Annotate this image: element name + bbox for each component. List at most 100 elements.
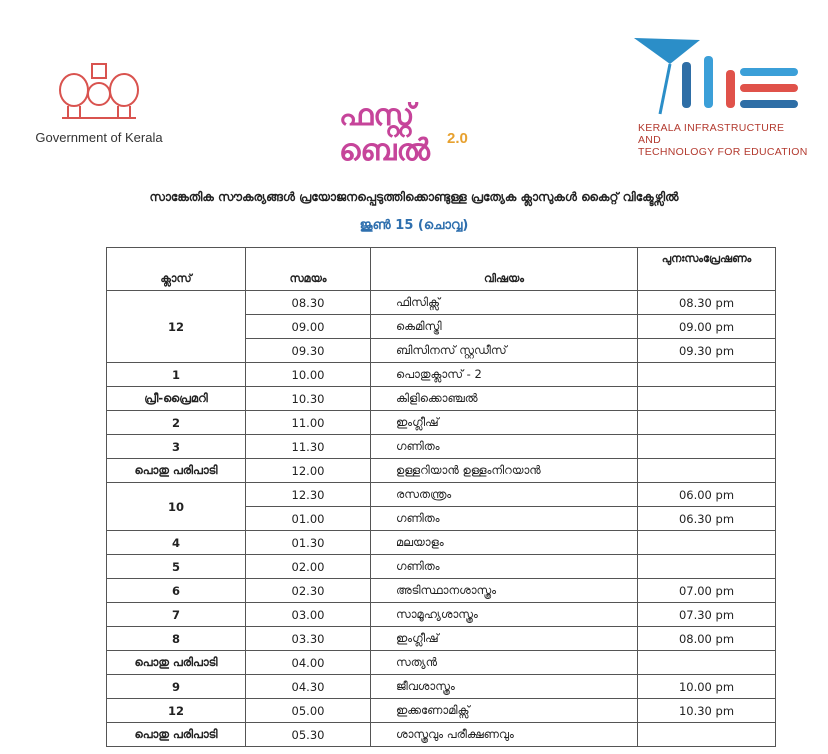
schedule-table: ക്ലാസ് സമയം വിഷയം പുനഃസംപ്രേഷണം 12 08.30 ഫ… [106, 247, 776, 747]
kite-icon [634, 38, 798, 115]
header-subject: വിഷയം [370, 247, 638, 291]
cell-time: 03.30 [245, 626, 371, 651]
table-row: 4 01.30 മലയാളം [106, 530, 776, 555]
table-row: 12 05.00 ഇക്കണോമിക്സ് 10.30 pm [106, 698, 776, 723]
table-row: പൊതു പരിപാടി 12.00 ഉള്ളറിയാൻ ഉള്ളംനിറയാൻ [106, 458, 776, 483]
cell-class: 6 [106, 578, 246, 603]
table-row: 01.00 ഗണിതം 06.30 pm [107, 506, 776, 531]
cell-rebroadcast [637, 362, 776, 387]
kite-line-2: TECHNOLOGY FOR EDUCATION [638, 146, 808, 158]
cell-class: 5 [106, 554, 246, 579]
cell-subject: ഗണിതം [370, 554, 638, 579]
cell-class: പൊതു പരിപാടി [106, 650, 246, 675]
cell-rebroadcast [637, 650, 776, 675]
cell-time: 10.30 [245, 386, 371, 411]
cell-subject: ഇംഗ്ലീഷ് [370, 410, 638, 435]
cell-rebroadcast: 09.30 pm [637, 338, 776, 363]
cell-subject: ജീവശാസ്ത്രം [370, 674, 638, 699]
cell-rebroadcast [637, 434, 776, 459]
kite-line-1: KERALA INFRASTRUCTURE AND [638, 122, 785, 146]
document-date: ജൂൺ 15 (ചൊവ്വ) [359, 218, 469, 233]
cell-rebroadcast: 07.30 pm [637, 602, 776, 627]
table-row: 2 11.00 ഇംഗ്ലീഷ് [106, 410, 776, 435]
cell-class: 4 [106, 530, 246, 555]
cell-class: 12 [106, 290, 246, 363]
cell-rebroadcast [637, 386, 776, 411]
cell-rebroadcast: 06.30 pm [637, 506, 776, 531]
cell-time: 11.30 [245, 434, 371, 459]
cell-time: 08.30 [245, 290, 371, 315]
cell-subject: ഉള്ളറിയാൻ ഉള്ളംനിറയാൻ [370, 458, 638, 483]
table-row: 5 02.00 ഗണിതം [106, 554, 776, 579]
cell-class: 2 [106, 410, 246, 435]
cell-subject: ഗണിതം [370, 506, 638, 531]
government-label: Government of Kerala [35, 130, 163, 145]
cell-rebroadcast [637, 554, 776, 579]
table-row: പ്രീ-പ്രൈമറി 10.30 കിളിക്കൊഞ്ചൽ [106, 386, 776, 411]
cell-subject: പൊതുക്ലാസ് - 2 [370, 362, 638, 387]
cell-time: 01.00 [245, 506, 371, 531]
cell-time: 12.00 [245, 458, 371, 483]
cell-subject: കിളിക്കൊഞ്ചൽ [370, 386, 638, 411]
cell-subject: ഇംഗ്ലീഷ് [370, 626, 638, 651]
cell-class: 7 [106, 602, 246, 627]
table-row: 09.00 കെമിസ്ട്രി 09.00 pm [107, 314, 776, 339]
table-row: 1 10.00 പൊതുക്ലാസ് - 2 [106, 362, 776, 387]
document-title: സാങ്കേതിക സൗകര്യങ്ങൾ പ്രയോജനപ്പെടുത്തിക്… [149, 190, 679, 204]
cell-class: 9 [106, 674, 246, 699]
cell-time: 03.00 [245, 602, 371, 627]
cell-class: 3 [106, 434, 246, 459]
table-row: 3 11.30 ഗണിതം [106, 434, 776, 459]
cell-class: പൊതു പരിപാടി [106, 722, 246, 747]
cell-class: 10 [106, 482, 246, 531]
cell-subject: സത്യൻ [370, 650, 638, 675]
table-header-row: ക്ലാസ് സമയം വിഷയം പുനഃസംപ്രേഷണം [106, 247, 776, 291]
cell-subject: ഇക്കണോമിക്സ് [370, 698, 638, 723]
table-row: 10 12.30 രസതന്ത്രം 06.00 pm [106, 482, 776, 531]
table-row: 12 08.30 ഫിസിക്സ് 08.30 pm [106, 290, 776, 363]
table-row: 9 04.30 ജീവശാസ്ത്രം 10.00 pm [106, 674, 776, 699]
table-row: 6 02.30 അടിസ്ഥാനശാസ്ത്രം 07.00 pm [106, 578, 776, 603]
first-bell-version: 2.0 [447, 130, 468, 147]
cell-time: 02.00 [245, 554, 371, 579]
header-rebroadcast: പുനഃസംപ്രേഷണം [637, 247, 776, 291]
government-of-kerala-logo: Government of Kerala [24, 58, 174, 145]
cell-rebroadcast [637, 458, 776, 483]
cell-rebroadcast: 07.00 pm [637, 578, 776, 603]
cell-rebroadcast [637, 410, 776, 435]
cell-rebroadcast: 10.30 pm [637, 698, 776, 723]
cell-subject: ബിസിനസ് സ്റ്റഡീസ് [370, 338, 638, 363]
cell-time: 01.30 [245, 530, 371, 555]
cell-time: 09.30 [245, 338, 371, 363]
cell-time: 04.30 [245, 674, 371, 699]
cell-subject: അടിസ്ഥാനശാസ്ത്രം [370, 578, 638, 603]
cell-time: 10.00 [245, 362, 371, 387]
cell-class: 8 [106, 626, 246, 651]
cell-time: 05.00 [245, 698, 371, 723]
cell-subject: ഫിസിക്സ് [370, 290, 638, 315]
cell-subject: മലയാളം [370, 530, 638, 555]
header-class: ക്ലാസ് [106, 247, 246, 291]
cell-time: 05.30 [245, 722, 371, 747]
cell-rebroadcast [637, 722, 776, 747]
cell-class: 1 [106, 362, 246, 387]
cell-time: 04.00 [245, 650, 371, 675]
table-row: പൊതു പരിപാടി 05.30 ശാസ്ത്രവും പരീക്ഷണവും [106, 722, 776, 747]
kite-logo: KERALA INFRASTRUCTURE AND TECHNOLOGY FOR… [630, 34, 810, 158]
header-time: സമയം [245, 247, 371, 291]
cell-subject: ഗണിതം [370, 434, 638, 459]
cell-class: 12 [106, 698, 246, 723]
first-bell-logo-text: ഫസ്റ്റ് ബെൽ [339, 98, 430, 168]
cell-rebroadcast: 09.00 pm [637, 314, 776, 339]
cell-rebroadcast: 06.00 pm [637, 482, 776, 507]
cell-time: 11.00 [245, 410, 371, 435]
cell-subject: സാമൂഹ്യശാസ്ത്രം [370, 602, 638, 627]
cell-time: 12.30 [245, 482, 371, 507]
table-row: 09.30 ബിസിനസ് സ്റ്റഡീസ് 09.30 pm [107, 338, 776, 363]
cell-rebroadcast: 08.30 pm [637, 290, 776, 315]
first-bell-logo: ഫസ്റ്റ് ബെൽ 2.0 [335, 80, 495, 168]
cell-subject: ശാസ്ത്രവും പരീക്ഷണവും [370, 722, 638, 747]
cell-class: പൊതു പരിപാടി [106, 458, 246, 483]
table-body: 12 08.30 ഫിസിക്സ് 08.30 pm 09.00 കെമിസ്ട്രി 09… [106, 290, 776, 747]
